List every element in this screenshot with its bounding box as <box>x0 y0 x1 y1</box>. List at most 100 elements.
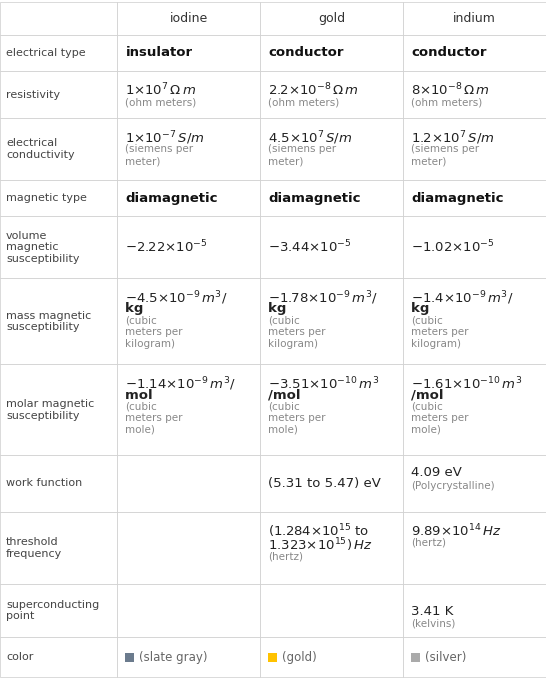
Bar <box>0 637 117 677</box>
Text: /mol: /mol <box>269 389 306 402</box>
Bar <box>260 35 403 71</box>
Bar <box>117 456 260 512</box>
Text: magnetic type: magnetic type <box>6 194 87 203</box>
Bar <box>260 118 403 180</box>
Text: (5.31 to 5.47) eV: (5.31 to 5.47) eV <box>269 477 381 490</box>
Text: $-1.61{\times}10^{-10}\,m^{3}$: $-1.61{\times}10^{-10}\,m^{3}$ <box>412 375 523 392</box>
Bar <box>117 71 260 118</box>
Bar <box>0 512 117 585</box>
Bar <box>403 278 546 365</box>
Text: resistivity: resistivity <box>6 90 60 100</box>
Bar <box>260 71 403 118</box>
Text: $1{\times}10^{7}\,\Omega\,m$: $1{\times}10^{7}\,\Omega\,m$ <box>126 82 197 98</box>
Bar <box>403 180 546 217</box>
Text: diamagnetic: diamagnetic <box>126 191 218 205</box>
Bar <box>0 2 117 35</box>
Bar <box>260 217 403 278</box>
Text: work function: work function <box>6 479 82 488</box>
Text: $-1.14{\times}10^{-9}\,m^{3}/$: $-1.14{\times}10^{-9}\,m^{3}/$ <box>126 375 236 393</box>
Text: conductor: conductor <box>269 46 344 59</box>
Text: (ohm meters): (ohm meters) <box>412 97 483 107</box>
Bar <box>260 637 403 677</box>
Bar <box>260 585 403 637</box>
Text: (hertz): (hertz) <box>269 551 304 561</box>
Bar <box>260 365 403 456</box>
Text: kg: kg <box>126 302 149 316</box>
Text: (cubic
meters per
kilogram): (cubic meters per kilogram) <box>412 316 469 349</box>
Bar <box>117 512 260 585</box>
Text: iodine: iodine <box>170 12 208 25</box>
Text: $1.323{\times}10^{15})\,Hz$: $1.323{\times}10^{15})\,Hz$ <box>269 536 373 553</box>
Text: kg: kg <box>269 302 292 316</box>
Text: indium: indium <box>453 12 496 25</box>
Bar <box>260 180 403 217</box>
Text: kg: kg <box>412 302 435 316</box>
Text: gold: gold <box>318 12 346 25</box>
Text: diamagnetic: diamagnetic <box>269 191 361 205</box>
Bar <box>260 456 403 512</box>
Bar <box>0 118 117 180</box>
Text: $-3.51{\times}10^{-10}\,m^{3}$: $-3.51{\times}10^{-10}\,m^{3}$ <box>269 375 380 392</box>
Text: (slate gray): (slate gray) <box>139 650 208 663</box>
Text: (silver): (silver) <box>425 650 467 663</box>
Text: $-4.5{\times}10^{-9}\,m^{3}/$: $-4.5{\times}10^{-9}\,m^{3}/$ <box>126 289 228 307</box>
Bar <box>403 217 546 278</box>
Bar <box>117 217 260 278</box>
Bar <box>0 217 117 278</box>
Bar <box>412 653 420 661</box>
Text: $-1.78{\times}10^{-9}\,m^{3}/$: $-1.78{\times}10^{-9}\,m^{3}/$ <box>269 289 378 307</box>
Text: (ohm meters): (ohm meters) <box>126 97 197 107</box>
Bar <box>117 278 260 365</box>
Bar <box>403 585 546 637</box>
Bar <box>269 653 277 661</box>
Text: mol: mol <box>126 389 158 402</box>
Text: (kelvins): (kelvins) <box>412 619 456 629</box>
Text: threshold
frequency: threshold frequency <box>6 537 62 559</box>
Text: $-1.02{\times}10^{-5}$: $-1.02{\times}10^{-5}$ <box>412 239 495 255</box>
Bar <box>117 637 260 677</box>
Text: $1{\times}10^{-7}\,S/m$: $1{\times}10^{-7}\,S/m$ <box>126 129 205 147</box>
Bar <box>403 637 546 677</box>
Text: (siemens per
meter): (siemens per meter) <box>269 145 336 166</box>
Bar <box>403 512 546 585</box>
Text: (cubic
meters per
kilogram): (cubic meters per kilogram) <box>269 316 326 349</box>
Text: $9.89{\times}10^{14}\,Hz$: $9.89{\times}10^{14}\,Hz$ <box>412 523 502 539</box>
Bar <box>117 35 260 71</box>
Bar <box>117 180 260 217</box>
Bar <box>117 2 260 35</box>
Bar <box>260 512 403 585</box>
Text: $-1.4{\times}10^{-9}\,m^{3}/$: $-1.4{\times}10^{-9}\,m^{3}/$ <box>412 289 514 307</box>
Bar <box>260 2 403 35</box>
Bar <box>0 585 117 637</box>
Bar <box>117 585 260 637</box>
Text: 3.41 K: 3.41 K <box>412 605 458 618</box>
Bar <box>403 365 546 456</box>
Text: $(1.284{\times}10^{15}$ to: $(1.284{\times}10^{15}$ to <box>269 523 370 540</box>
Text: electrical type: electrical type <box>6 48 86 58</box>
Text: $4.5{\times}10^{7}\,S/m$: $4.5{\times}10^{7}\,S/m$ <box>269 129 353 147</box>
Text: (cubic
meters per
kilogram): (cubic meters per kilogram) <box>126 316 183 349</box>
Text: $-3.44{\times}10^{-5}$: $-3.44{\times}10^{-5}$ <box>269 239 352 255</box>
Text: (gold): (gold) <box>282 650 317 663</box>
Text: superconducting
point: superconducting point <box>6 600 99 621</box>
Text: (ohm meters): (ohm meters) <box>269 97 340 107</box>
Bar <box>403 118 546 180</box>
Bar <box>0 35 117 71</box>
Text: /mol: /mol <box>412 389 449 402</box>
Bar <box>403 35 546 71</box>
Text: conductor: conductor <box>412 46 487 59</box>
Bar <box>117 118 260 180</box>
Text: $1.2{\times}10^{7}\,S/m$: $1.2{\times}10^{7}\,S/m$ <box>412 129 495 147</box>
Bar <box>0 180 117 217</box>
Bar <box>403 456 546 512</box>
Text: volume
magnetic
susceptibility: volume magnetic susceptibility <box>6 231 80 264</box>
Text: (siemens per
meter): (siemens per meter) <box>412 145 479 166</box>
Bar <box>403 71 546 118</box>
Text: diamagnetic: diamagnetic <box>412 191 504 205</box>
Text: color: color <box>6 652 33 662</box>
Text: (cubic
meters per
mole): (cubic meters per mole) <box>126 402 183 435</box>
Text: (cubic
meters per
mole): (cubic meters per mole) <box>412 402 469 435</box>
Text: electrical
conductivity: electrical conductivity <box>6 139 75 160</box>
Bar <box>0 365 117 456</box>
Text: (hertz): (hertz) <box>412 538 447 548</box>
